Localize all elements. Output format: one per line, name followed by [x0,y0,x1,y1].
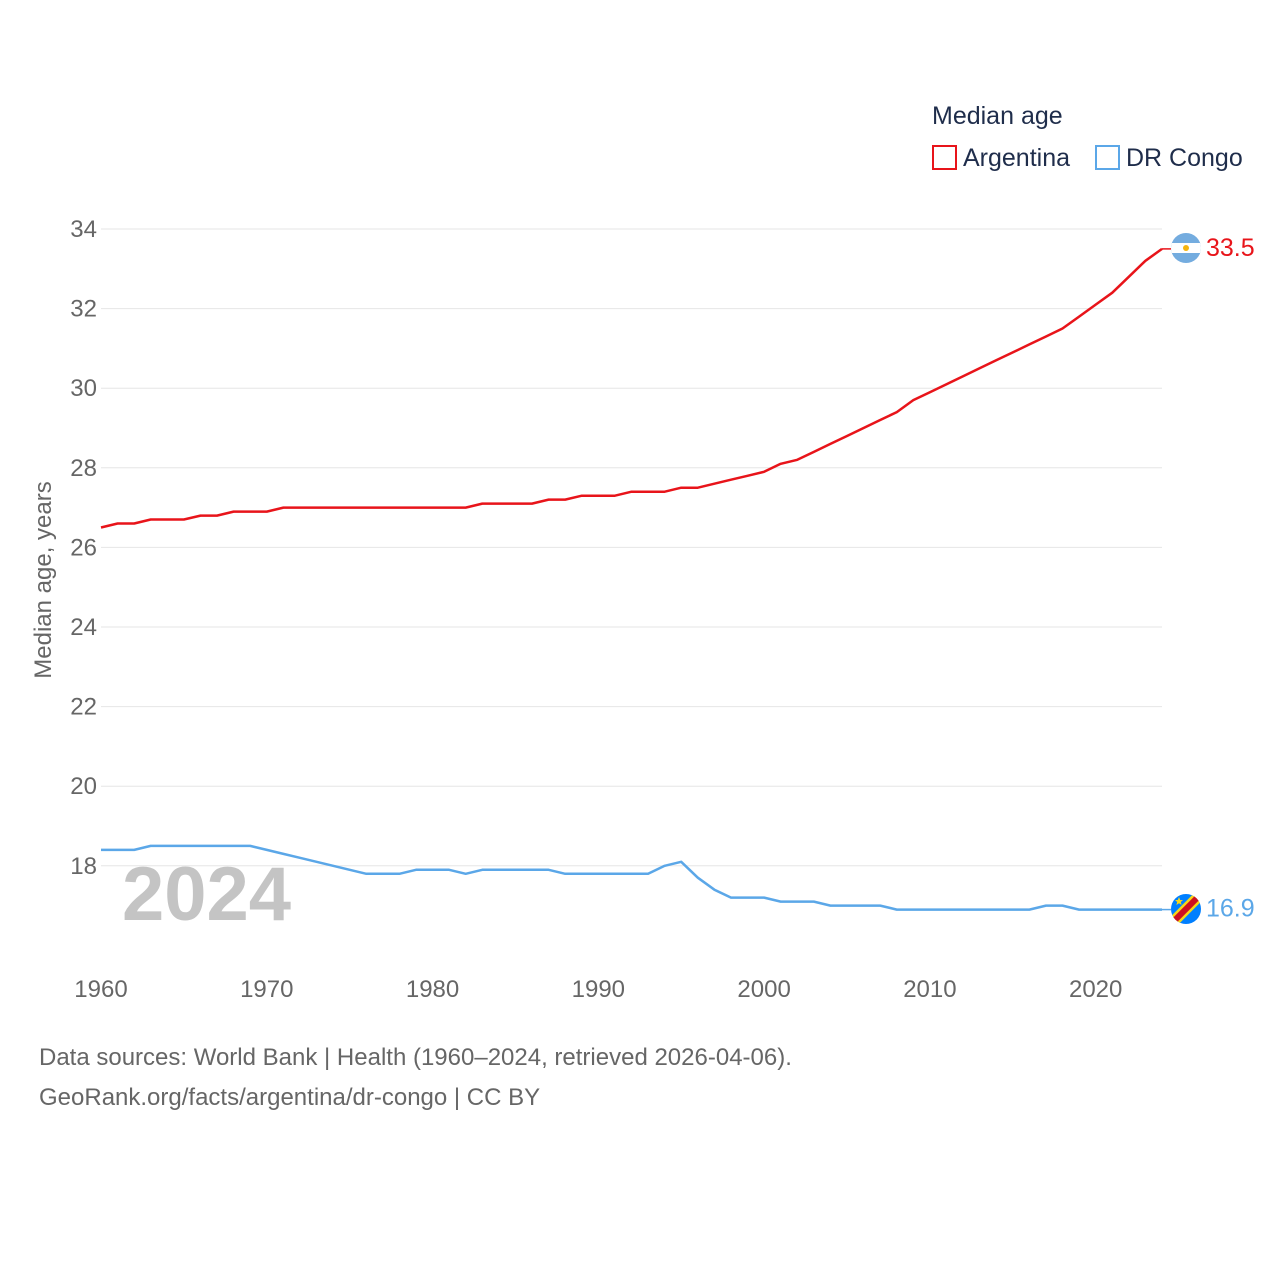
argentina-flag-icon [1171,233,1201,263]
y-axis-ticks: 18 20 22 24 26 28 30 32 34 [70,216,97,880]
year-watermark: 2024 [122,852,291,937]
y-tick-label: 18 [70,853,97,880]
y-tick-label: 32 [70,296,97,323]
legend-swatch-dr-congo [1095,145,1120,170]
legend-swatch-argentina [932,145,957,170]
dr-congo-flag-icon [1171,894,1201,924]
x-tick-label: 1980 [406,976,459,1003]
y-axis-label: Median age, years [30,481,57,678]
legend-item-argentina[interactable]: Argentina [932,144,1070,172]
series-lines [100,247,1163,911]
y-tick-label: 22 [70,694,97,721]
source-note: Data sources: World Bank | Health (1960–… [39,1044,792,1071]
series-line-dr-congo[interactable] [101,844,1162,911]
y-tick-label: 24 [70,614,97,641]
x-tick-label: 1960 [74,976,127,1003]
end-value-label-dr-congo: 16.9 [1206,895,1255,923]
x-tick-label: 1970 [240,976,293,1003]
x-tick-label: 2010 [903,976,956,1003]
x-tick-label: 2000 [737,976,790,1003]
y-tick-label: 26 [70,534,97,561]
legend-item-dr-congo[interactable]: DR Congo [1095,144,1243,172]
source-url[interactable]: GeoRank.org/facts/argentina/dr-congo | C… [39,1084,541,1111]
legend-label-dr-congo: DR Congo [1126,144,1243,172]
x-tick-label: 1990 [572,976,625,1003]
legend-title: Median age [932,102,1063,130]
x-tick-label: 2020 [1069,976,1122,1003]
y-tick-label: 34 [70,216,97,243]
y-tick-label: 28 [70,455,97,482]
series-line-argentina[interactable] [100,247,1163,529]
end-value-label-argentina: 33.5 [1206,234,1255,262]
x-axis-ticks: 1960 1970 1980 1990 2000 2010 2020 [74,976,1122,1003]
gridlines [101,228,1162,867]
legend-label-argentina: Argentina [963,144,1070,172]
y-tick-label: 30 [70,375,97,402]
y-tick-label: 20 [70,773,97,800]
line-chart: 18 20 22 24 26 28 30 32 34 1960 1970 1980 1990 2000 2… [30,102,1255,1003]
end-labels: 33.5 16.9 [1162,234,1255,923]
